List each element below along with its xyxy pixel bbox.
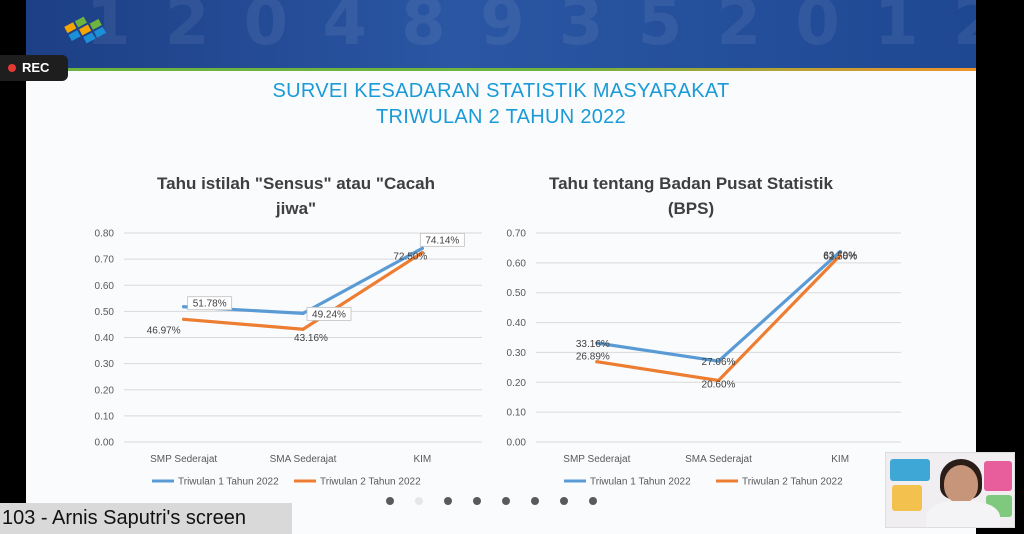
chart1-data-label-box [419, 232, 465, 247]
chart1-y-tick-label: 0.60 [95, 281, 115, 292]
chart2-series-2-point [716, 378, 721, 383]
chart1-data-label-box [187, 296, 233, 311]
recording-label: REC [22, 60, 50, 75]
pager-dot[interactable] [386, 497, 394, 505]
pager-dot[interactable] [531, 497, 539, 505]
chart2-y-tick-label: 0.00 [507, 438, 527, 449]
background-poster [984, 461, 1012, 491]
slide-title-line2: TRIWULAN 2 TAHUN 2022 [375, 106, 627, 128]
chart2-y-tick-label: 0.30 [507, 348, 527, 359]
chart1-y-tick-label: 0.50 [95, 307, 115, 318]
record-dot-icon [8, 64, 16, 72]
participant-face [944, 465, 978, 503]
chart2-legend-label: Triwulan 1 Tahun 2022 [590, 477, 691, 488]
recording-badge: REC [0, 55, 68, 81]
pager-dot[interactable] [473, 497, 481, 505]
chart1-y-tick-label: 0.20 [95, 385, 115, 396]
chart1-series-2-point [301, 327, 305, 331]
pager-dot-active[interactable] [415, 497, 423, 505]
chart1-series-1-data-label: 74.14% [425, 235, 459, 246]
chart1-series-1-point [182, 305, 186, 309]
chart1-x-tick-label: KIM [413, 454, 431, 465]
chart1-series-2-data-label: 72.50% [393, 252, 427, 263]
chart1-y-tick-label: 0.40 [95, 333, 115, 344]
chart1-y-tick-label: 0.70 [95, 255, 115, 266]
pager-dot[interactable] [444, 497, 452, 505]
chart2-y-tick-label: 0.70 [507, 229, 527, 240]
chart1-series-1-point [420, 246, 424, 250]
pager-dot[interactable] [560, 497, 568, 505]
chart1-title-line1: Tahu istilah "Sensus" atau "Cacah [157, 174, 435, 193]
bps-logo [64, 16, 106, 44]
chart2-x-tick-label: KIM [831, 454, 849, 465]
chart2-y-tick-label: 0.60 [507, 258, 527, 269]
chart1-series-2-point [182, 317, 186, 321]
chart2-y-tick-label: 0.50 [507, 288, 527, 299]
chart1-legend-label: Triwulan 2 Tahun 2022 [320, 477, 421, 488]
chart2-y-tick-label: 0.10 [507, 408, 527, 419]
chart1-series-2-point [420, 250, 424, 255]
chart1-title-line2: jiwa" [275, 199, 317, 218]
chart2-series-2-point [838, 253, 842, 257]
chart2-series-1-line [595, 249, 842, 363]
chart1-y-tick-label: 0.10 [95, 411, 115, 422]
chart1-title: Tahu istilah "Sensus" atau "Cacah jiwa" [136, 171, 456, 221]
chart2-y-tick-label: 0.40 [507, 318, 527, 329]
banner-digits: 1 2 0 4 8 9 3 5 2 0 1 2 3 4 5 [86, 0, 976, 60]
chart2-title-line2: (BPS) [667, 199, 715, 218]
chart1-series-2-data-label: 46.97% [147, 325, 181, 336]
chart2-series-2-data-label: 20.60% [702, 379, 736, 390]
chart1-series-2-data-label: 43.16% [294, 333, 328, 344]
screen-share-label: 103 - Arnis Saputri's screen [0, 503, 292, 534]
slide-pager-dots [386, 492, 626, 505]
chart1-plot: 0.00 0.10 0.20 0.30 0.40 0.50 0.60 0.70 0.80 SMP … [95, 229, 482, 488]
chart2-series-1-point [716, 359, 721, 363]
banner-accent-line [26, 68, 976, 71]
chart2-series-2-data-label: 26.89% [576, 352, 610, 363]
chart2-title-line1: Tahu tentang Badan Pusat Statistik [548, 174, 833, 193]
background-poster [890, 459, 930, 481]
chart2-series-1-data-label: 27.06% [702, 357, 736, 368]
pager-dot[interactable] [502, 497, 510, 505]
chart2-plot: 0.00 0.10 0.20 0.30 0.40 0.50 0.60 0.70 SMP Sede… [507, 229, 901, 488]
chart2-series-2-data-label: 62.50% [823, 251, 857, 262]
chart1-y-tick-label: 0.80 [95, 229, 115, 240]
chart1-series-1-point [301, 311, 305, 315]
chart1-legend-label: Triwulan 1 Tahun 2022 [178, 477, 279, 488]
chart1-x-tick-label: SMP Sederajat [150, 454, 217, 465]
chart2-series-1-point [595, 341, 599, 345]
chart1-data-label-box [306, 306, 352, 321]
chart2-x-tick-label: SMP Sederajat [563, 454, 630, 465]
chart2-x-tick-label: SMA Sederajat [685, 454, 752, 465]
chart1-y-tick-label: 0.00 [95, 438, 115, 449]
background-poster [892, 485, 922, 511]
chart2-title: Tahu tentang Badan Pusat Statistik (BPS) [526, 171, 856, 221]
header-banner: 1 2 0 4 8 9 3 5 2 0 1 2 3 4 5 [26, 0, 976, 68]
slide-title-line1: SURVEI KESADARAN STATISTIK MASYARAKAT [272, 80, 730, 102]
chart2-series-1-point [838, 249, 842, 254]
chart2-series-2-point [595, 360, 599, 364]
pager-dot[interactable] [589, 497, 597, 505]
chart1-series-1-data-label: 49.24% [312, 309, 346, 320]
chart2-series-1-data-label: 33.16% [576, 339, 610, 350]
chart1-x-tick-label: SMA Sederajat [270, 454, 337, 465]
participant-video-thumbnail[interactable] [885, 452, 1015, 528]
chart1-y-tick-label: 0.30 [95, 359, 115, 370]
slide-title: SURVEI KESADARAN STATISTIK MASYARAKAT TR… [26, 78, 976, 130]
chart2-y-tick-label: 0.20 [507, 378, 527, 389]
chart1-series-1-data-label: 51.78% [193, 299, 227, 310]
participant-body [926, 501, 1000, 527]
chart2-legend-label: Triwulan 2 Tahun 2022 [742, 477, 843, 488]
presentation-slide: 1 2 0 4 8 9 3 5 2 0 1 2 3 4 5 SURVEI KES… [26, 0, 976, 534]
